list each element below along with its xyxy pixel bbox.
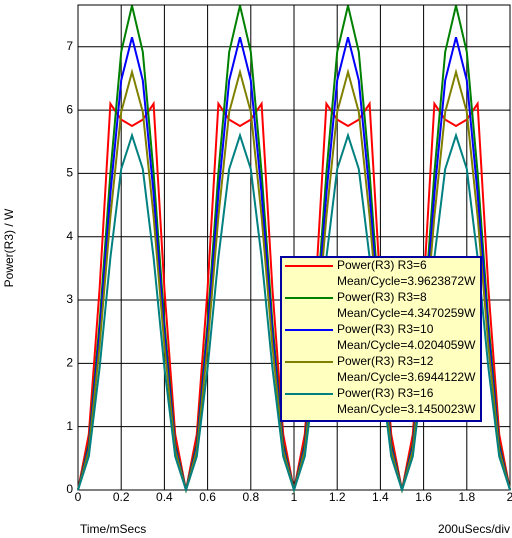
y-tick-label: 2 xyxy=(66,356,73,370)
y-axis-label: Power(R3) / W xyxy=(2,208,16,287)
y-tick-label: 3 xyxy=(66,292,73,306)
x-tick-label: 0.8 xyxy=(242,490,259,504)
series-line xyxy=(77,132,511,494)
x-scale-label: 200uSecs/div xyxy=(438,522,510,536)
legend-label: Power(R3) R3=8 xyxy=(337,290,427,304)
legend-annotation: Mean/Cycle=4.3470259W xyxy=(337,306,476,320)
x-tick-label: 1.2 xyxy=(329,490,346,504)
y-tick-label: 7 xyxy=(66,39,73,53)
y-tick-label: 5 xyxy=(66,166,73,180)
legend-annotation: Mean/Cycle=3.9623872W xyxy=(337,274,476,288)
y-tick-label: 6 xyxy=(66,102,73,116)
y-tick-label: 0 xyxy=(66,482,73,496)
x-tick-label: 0 xyxy=(75,490,82,504)
x-tick-label: 1.6 xyxy=(415,490,432,504)
legend-annotation: Mean/Cycle=4.0204059W xyxy=(337,338,476,352)
x-axis-label: Time/mSecs xyxy=(80,522,146,536)
x-tick-label: 1.8 xyxy=(458,490,475,504)
legend-label: Power(R3) R3=10 xyxy=(337,322,434,336)
y-tick-label: 1 xyxy=(66,419,73,433)
x-tick-label: 2 xyxy=(507,490,512,504)
legend-label: Power(R3) R3=16 xyxy=(337,386,434,400)
y-tick-label: 4 xyxy=(66,229,73,243)
x-tick-label: 0.4 xyxy=(156,490,173,504)
legend-annotation: Mean/Cycle=3.6944122W xyxy=(337,370,476,384)
x-tick-label: 0.6 xyxy=(199,490,216,504)
legend-label: Power(R3) R3=12 xyxy=(337,354,434,368)
legend-annotation: Mean/Cycle=3.1450023W xyxy=(337,402,476,416)
x-tick-label: 0.2 xyxy=(113,490,130,504)
x-tick-label: 1 xyxy=(291,490,298,504)
legend-label: Power(R3) R3=6 xyxy=(337,258,427,272)
x-tick-label: 1.4 xyxy=(372,490,389,504)
